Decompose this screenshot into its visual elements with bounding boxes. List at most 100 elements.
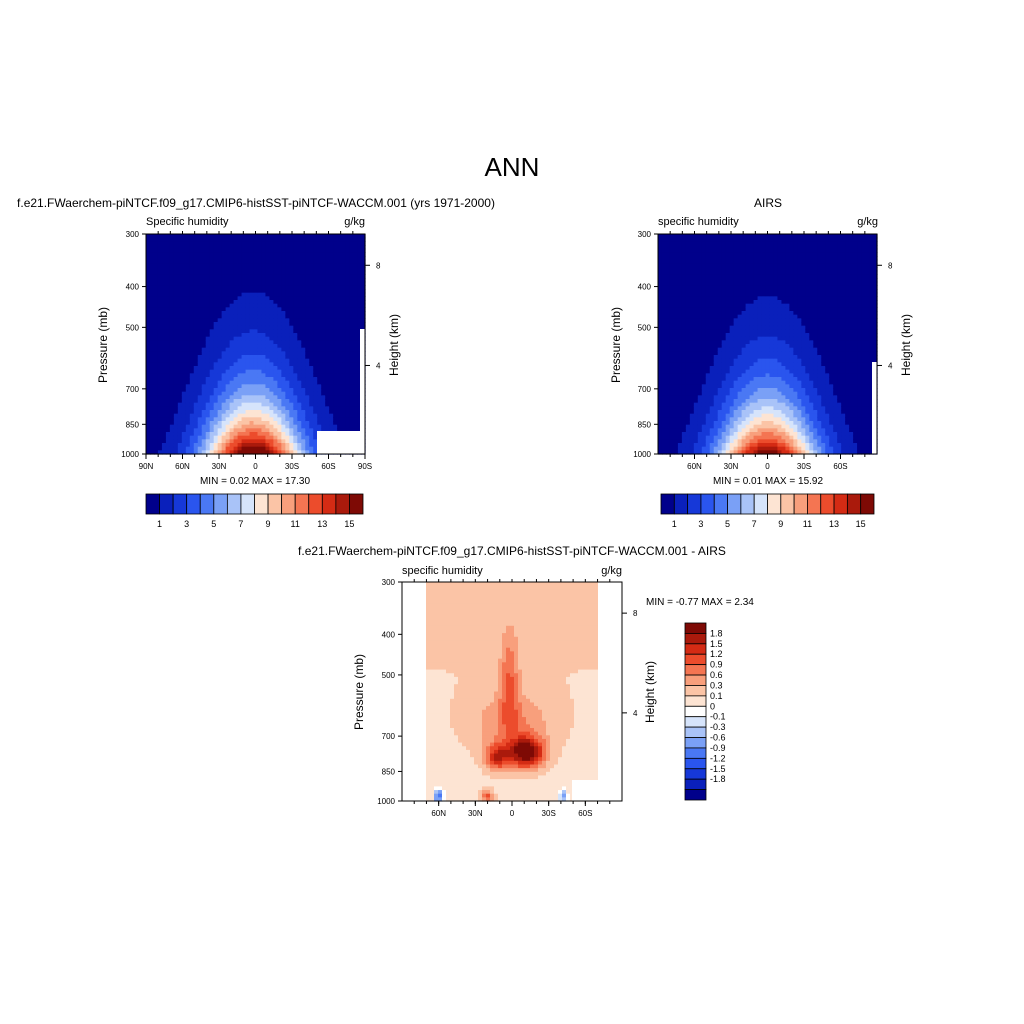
heatmap-cell [146, 314, 151, 319]
heatmap-cell [185, 432, 191, 437]
heatmap-cell [197, 303, 203, 308]
heatmap-cell [733, 237, 739, 242]
heatmap-cell [237, 344, 243, 349]
heatmap-cell [197, 351, 203, 356]
heatmap-cell [149, 267, 155, 272]
heatmap-cell [261, 362, 267, 367]
heatmap-cell [221, 329, 227, 334]
heatmap-cell [309, 380, 314, 385]
heatmap-cell [673, 351, 679, 356]
heatmap-cell [169, 318, 175, 323]
heatmap-cell [709, 259, 715, 264]
heatmap-cell [237, 296, 243, 301]
heatmap-cell [337, 391, 342, 396]
heatmap-cell [757, 428, 763, 433]
heatmap-cell [161, 413, 167, 418]
heatmap-cell [289, 358, 294, 363]
heatmap-cell [146, 281, 151, 286]
heatmap-cell [658, 252, 663, 257]
heatmap-cell [193, 314, 199, 319]
heatmap-cell [233, 406, 239, 411]
heatmap-cell [349, 355, 354, 360]
heatmap-cell [745, 347, 751, 352]
heatmap-cell [757, 267, 763, 272]
heatmap-cell [209, 296, 215, 301]
heatmap-cell [197, 263, 203, 268]
heatmap-cell [225, 278, 231, 283]
heatmap-cell [725, 300, 731, 305]
heatmap-cell [289, 391, 294, 396]
heatmap-cell [297, 263, 302, 268]
heatmap-cell [749, 263, 755, 268]
heatmap-cell [209, 351, 215, 356]
heatmap-cell [329, 318, 334, 323]
x-tick-label: 60N [175, 462, 190, 471]
heatmap-cell [749, 366, 755, 371]
heatmap-cell [321, 406, 326, 411]
heatmap-cell [161, 366, 167, 371]
heatmap-cell [697, 391, 703, 396]
heatmap-cell [709, 318, 715, 323]
heatmap-cell [305, 432, 310, 437]
heatmap-cell [669, 303, 675, 308]
heatmap-cell [225, 373, 231, 378]
heatmap-cell [297, 402, 302, 407]
heatmap-cell [701, 248, 707, 253]
heatmap-cell [685, 413, 691, 418]
heatmap-cell [197, 307, 203, 312]
heatmap-cell [245, 296, 251, 301]
heatmap-cell [325, 410, 330, 415]
heatmap-cell [189, 347, 195, 352]
heatmap-cell [149, 402, 155, 407]
heatmap-cell [357, 369, 362, 374]
heatmap-cell [757, 424, 763, 429]
heatmap-cell [221, 248, 227, 253]
heatmap-cell [253, 237, 259, 242]
heatmap-cell [713, 234, 719, 239]
heatmap-cell [201, 245, 207, 250]
heatmap-cell [661, 285, 667, 290]
heatmap-cell [753, 443, 759, 448]
heatmap-cell [253, 450, 259, 455]
heatmap-cell [237, 358, 243, 363]
heatmap-cell [177, 428, 183, 433]
heatmap-cell [658, 402, 663, 407]
heatmap-cell [729, 289, 735, 294]
heatmap-cell [177, 325, 183, 330]
heatmap-cell [261, 355, 267, 360]
heatmap-cell [237, 237, 243, 242]
heatmap-cell [313, 252, 318, 257]
heatmap-cell [253, 311, 259, 316]
heatmap-cell [665, 413, 671, 418]
heatmap-cell [741, 336, 747, 341]
heatmap-cell [333, 402, 338, 407]
heatmap-cell [233, 395, 239, 400]
heatmap-cell [261, 358, 267, 363]
heatmap-cell [753, 325, 759, 330]
heatmap-cell [177, 256, 183, 261]
heatmap-cell [149, 380, 155, 385]
heatmap-cell [749, 278, 755, 283]
heatmap-cell [717, 296, 723, 301]
heatmap-cell [341, 373, 346, 378]
heatmap-cell [661, 380, 667, 385]
heatmap-cell [177, 314, 183, 319]
heatmap-cell [701, 358, 707, 363]
heatmap-cell [341, 281, 346, 286]
heatmap-cell [658, 391, 663, 396]
heatmap-cell [253, 384, 259, 389]
heatmap-cell [353, 395, 358, 400]
heatmap-cell [661, 281, 667, 286]
heatmap-cell [169, 252, 175, 257]
heatmap-cell [217, 270, 223, 275]
heatmap-cell [673, 377, 679, 382]
heatmap-cell [201, 380, 207, 385]
heatmap-cell [321, 289, 326, 294]
heatmap-cell [665, 344, 671, 349]
heatmap-cell [289, 435, 294, 440]
heatmap-cell [273, 256, 278, 261]
heatmap-cell [301, 369, 306, 374]
heatmap-cell [341, 413, 346, 418]
heatmap-cell [253, 296, 259, 301]
heatmap-cell [213, 410, 219, 415]
